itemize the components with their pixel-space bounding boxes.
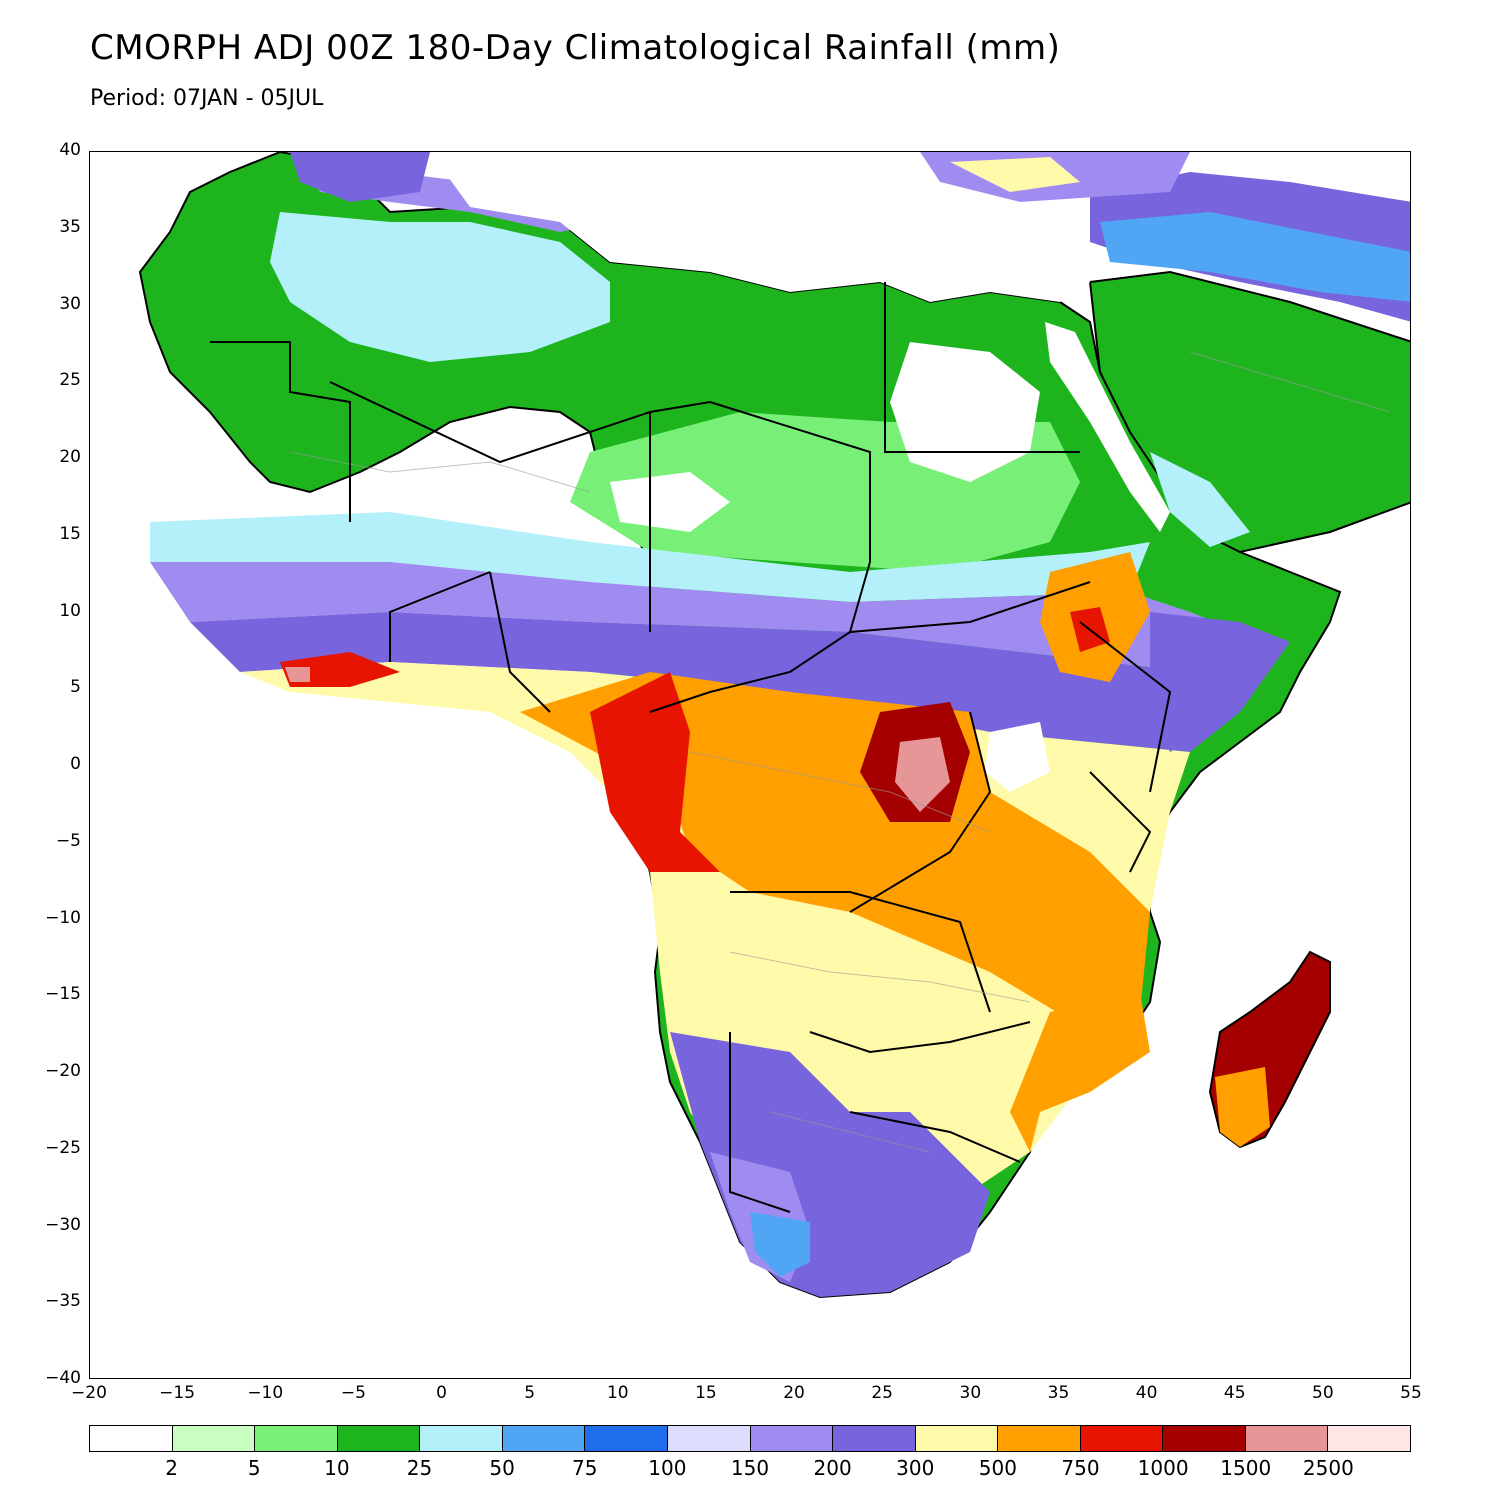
legend-label: 1000 <box>1137 1456 1189 1480</box>
legend-label: 25 <box>406 1456 433 1480</box>
longitude-tick-label: −20 <box>71 1383 107 1403</box>
longitude-tick-label: 20 <box>783 1383 805 1403</box>
mediterranean-sea <box>430 152 1090 302</box>
legend-label: 200 <box>813 1456 852 1480</box>
legend-label: 300 <box>896 1456 935 1480</box>
latitude-tick-label: −10 <box>45 907 81 928</box>
legend-swatch <box>172 1426 256 1451</box>
horn-purple <box>1150 612 1290 752</box>
legend-label: 100 <box>648 1456 687 1480</box>
legend-label: 150 <box>730 1456 770 1480</box>
southern-europe-purple <box>290 152 430 202</box>
longitude-tick-label: 15 <box>695 1383 717 1403</box>
legend-swatch <box>337 1426 421 1451</box>
legend-swatch <box>1328 1426 1410 1451</box>
legend-label: 500 <box>978 1456 1017 1480</box>
legend-swatch <box>1080 1426 1164 1451</box>
longitude-tick-label: 45 <box>1223 1383 1246 1403</box>
congo-red-zone <box>590 672 720 872</box>
latitude-tick-label: 20 <box>59 447 81 467</box>
longitude-tick-label: 50 <box>1312 1383 1334 1403</box>
legend-label: 5 <box>247 1456 261 1480</box>
southeast-orange <box>1010 992 1150 1152</box>
legend-swatch <box>420 1426 503 1451</box>
longitude-tick-label: −15 <box>159 1383 196 1403</box>
legend-swatch <box>833 1426 916 1451</box>
rainfall-legend <box>89 1425 1411 1452</box>
map-panel <box>89 151 1411 1379</box>
latitude-tick-label: 10 <box>59 600 81 621</box>
legend-swatch <box>255 1426 338 1451</box>
rainfall-map <box>138 152 1410 1299</box>
legend-swatch <box>585 1426 668 1451</box>
north-coast-band <box>270 212 610 362</box>
latitude-tick-label: −40 <box>45 1368 81 1388</box>
latitude-tick-label: 35 <box>59 216 81 237</box>
legend-label: 50 <box>489 1456 515 1480</box>
legend-swatch <box>750 1426 834 1451</box>
latitude-tick-label: 40 <box>59 140 81 160</box>
longitude-tick-label: 5 <box>524 1383 536 1403</box>
legend-label: 10 <box>324 1456 350 1480</box>
sahel-band-purple <box>150 562 1240 672</box>
mideast-blue <box>1100 212 1410 302</box>
red-sea <box>1045 322 1170 532</box>
legend-swatch <box>1245 1426 1329 1451</box>
latitude-tick-label: −35 <box>45 1291 81 1312</box>
longitude-tick-label: 35 <box>1047 1383 1070 1403</box>
sahara-white-zone <box>890 342 1040 482</box>
latitude-tick-label: −5 <box>55 830 81 851</box>
legend-swatch <box>915 1426 999 1451</box>
southern-europe-yellow <box>950 157 1080 192</box>
latitude-tick-label: 0 <box>70 754 81 774</box>
legend-swatch <box>667 1426 751 1451</box>
legend-label: 750 <box>1061 1456 1100 1480</box>
madagascar-south-orange <box>1215 1067 1270 1147</box>
longitude-tick-label: 30 <box>959 1383 982 1403</box>
cape-blue <box>750 1212 810 1277</box>
map-title: CMORPH ADJ 00Z 180-Day Climatological Ra… <box>90 28 1061 68</box>
latitude-tick-label: 15 <box>59 523 81 544</box>
legend-label: 1500 <box>1220 1456 1272 1480</box>
longitude-tick-label: −10 <box>247 1383 284 1403</box>
longitude-tick-label: 55 <box>1400 1383 1422 1403</box>
longitude-tick-label: 40 <box>1135 1383 1158 1403</box>
legend-swatch <box>90 1426 173 1451</box>
legend-label: 2 <box>165 1456 178 1480</box>
latitude-tick-label: −15 <box>45 984 81 1005</box>
sub-borders <box>289 351 1391 1153</box>
map-subtitle: Period: 07JAN - 05JUL <box>90 86 324 111</box>
legend-label: 75 <box>572 1456 598 1480</box>
latitude-tick-label: 30 <box>59 293 81 314</box>
legend-label: 2500 <box>1302 1456 1354 1480</box>
sahara-white-zone <box>610 472 730 532</box>
country-borders <box>210 282 1172 1213</box>
longitude-tick-label: −5 <box>340 1383 366 1403</box>
congo-core-pink <box>895 737 950 812</box>
latitude-tick-label: −30 <box>45 1214 81 1235</box>
legend-swatch <box>1163 1426 1246 1451</box>
longitude-tick-label: 10 <box>606 1383 629 1403</box>
latitude-tick-label: −25 <box>45 1137 81 1158</box>
west-coast-pink <box>285 667 310 682</box>
longitude-tick-label: 25 <box>871 1383 893 1403</box>
legend-swatch <box>998 1426 1081 1451</box>
legend-swatch <box>502 1426 586 1451</box>
latitude-tick-label: −20 <box>45 1061 81 1081</box>
lake-victoria-white <box>985 722 1050 792</box>
latitude-tick-label: 5 <box>70 677 81 698</box>
arabia-coast-blue <box>1150 452 1250 547</box>
longitude-tick-label: 0 <box>436 1383 447 1403</box>
latitude-tick-label: 25 <box>59 370 81 391</box>
